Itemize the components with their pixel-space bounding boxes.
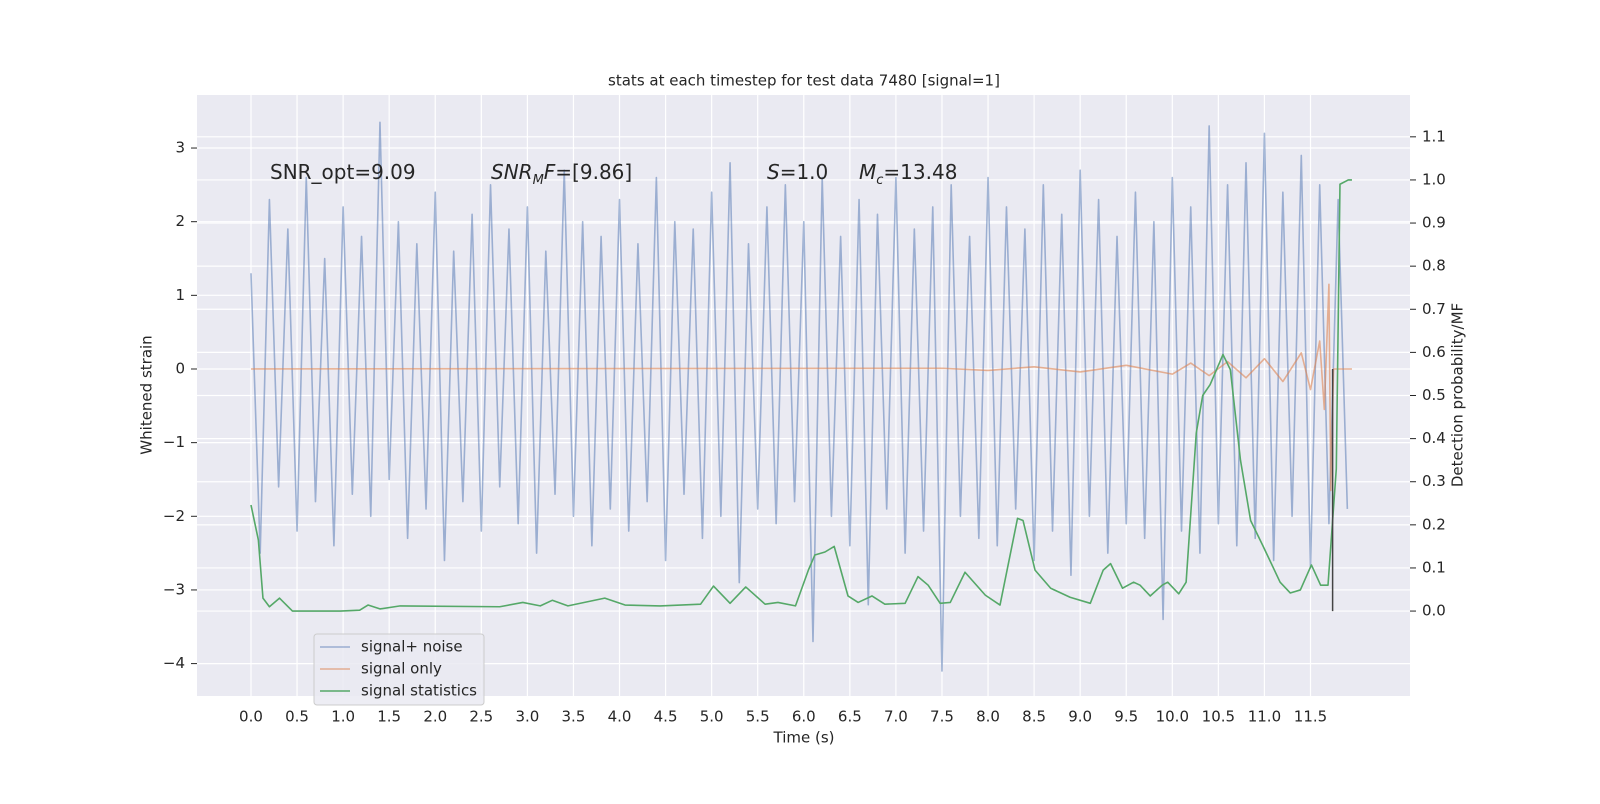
y-tick-label: −2 xyxy=(163,507,185,525)
x-tick-label: 11.5 xyxy=(1294,708,1327,726)
y-tick-label: −1 xyxy=(163,433,185,451)
x-tick-label: 2.0 xyxy=(423,708,447,726)
y2-tick-label: 0.5 xyxy=(1422,386,1446,404)
y2-tick-label: 0.7 xyxy=(1422,300,1446,318)
x-tick-label: 9.0 xyxy=(1068,708,1092,726)
x-tick-label: 1.5 xyxy=(377,708,401,726)
y-tick-label: −4 xyxy=(163,654,185,672)
annotation-part: F xyxy=(544,160,556,184)
chart-title: stats at each timestep for test data 748… xyxy=(608,72,1000,90)
y2-tick-label: 0.6 xyxy=(1422,343,1446,361)
annotation-part: =1.0 xyxy=(780,160,829,184)
annotation-part: =13.48 xyxy=(883,160,957,184)
x-tick-label: 3.5 xyxy=(562,708,586,726)
x-tick-label: 0.5 xyxy=(285,708,309,726)
legend-box xyxy=(313,633,485,706)
annotation-part: M xyxy=(533,173,544,188)
annotation-part: S xyxy=(767,160,780,184)
annotation-part: SNR_opt=9.09 xyxy=(270,160,416,184)
y-tick-label: 0 xyxy=(175,359,185,377)
y2-tick-label: 0.4 xyxy=(1422,429,1446,447)
x-tick-label: 9.5 xyxy=(1114,708,1138,726)
y2-tick-label: 0.3 xyxy=(1422,472,1446,490)
annotation-part: SNR xyxy=(491,160,533,184)
legend-label: signal+ noise xyxy=(361,638,463,656)
annotation: Mc=13.48 xyxy=(859,160,957,189)
legend-label: signal statistics xyxy=(361,682,477,700)
y2-axis-label: Detection probability/MF xyxy=(1449,303,1467,487)
x-tick-label: 3.0 xyxy=(515,708,539,726)
y2-tick-label: 1.0 xyxy=(1422,170,1446,188)
x-tick-label: 11.0 xyxy=(1248,708,1281,726)
x-axis-label: Time (s) xyxy=(773,729,835,747)
y2-tick-label: 0.1 xyxy=(1422,558,1446,576)
y-tick-label: 2 xyxy=(175,212,185,230)
y2-tick-label: 0.0 xyxy=(1422,602,1446,620)
x-tick-label: 4.5 xyxy=(654,708,678,726)
x-tick-label: 5.5 xyxy=(746,708,770,726)
x-tick-label: 5.0 xyxy=(700,708,724,726)
y2-tick-label: 0.2 xyxy=(1422,515,1446,533)
annotation-part: M xyxy=(859,160,876,184)
x-tick-label: 6.5 xyxy=(838,708,862,726)
x-tick-label: 7.5 xyxy=(930,708,954,726)
series-line xyxy=(250,179,1352,612)
x-tick-label: 7.0 xyxy=(884,708,908,726)
x-tick-label: 10.5 xyxy=(1202,708,1235,726)
series-line xyxy=(250,121,1349,672)
y-axis-label: Whitened strain xyxy=(138,335,156,454)
x-tick-label: 0.0 xyxy=(239,708,263,726)
y2-tick-label: 0.8 xyxy=(1422,257,1446,275)
x-tick-label: 2.5 xyxy=(469,708,493,726)
x-tick-label: 6.0 xyxy=(792,708,816,726)
x-tick-label: 10.0 xyxy=(1156,708,1189,726)
x-tick-label: 8.5 xyxy=(1022,708,1046,726)
x-tick-label: 8.0 xyxy=(976,708,1000,726)
y2-tick-label: 1.1 xyxy=(1422,127,1446,145)
x-tick-label: 4.0 xyxy=(608,708,632,726)
series-line xyxy=(250,283,1352,492)
y-tick-label: −3 xyxy=(163,580,185,598)
annotation: SNRMF=[9.86] xyxy=(491,160,632,189)
annotation-part: =[9.86] xyxy=(555,160,632,184)
x-tick-label: 1.0 xyxy=(331,708,355,726)
annotation: SNR_opt=9.09 xyxy=(270,160,416,184)
annotation: S=1.0 xyxy=(767,160,828,184)
y2-tick-label: 0.9 xyxy=(1422,214,1446,232)
legend-label: signal only xyxy=(361,660,442,678)
y-tick-label: 1 xyxy=(175,286,185,304)
y-tick-label: 3 xyxy=(175,139,185,157)
annotation-part: c xyxy=(876,173,883,188)
